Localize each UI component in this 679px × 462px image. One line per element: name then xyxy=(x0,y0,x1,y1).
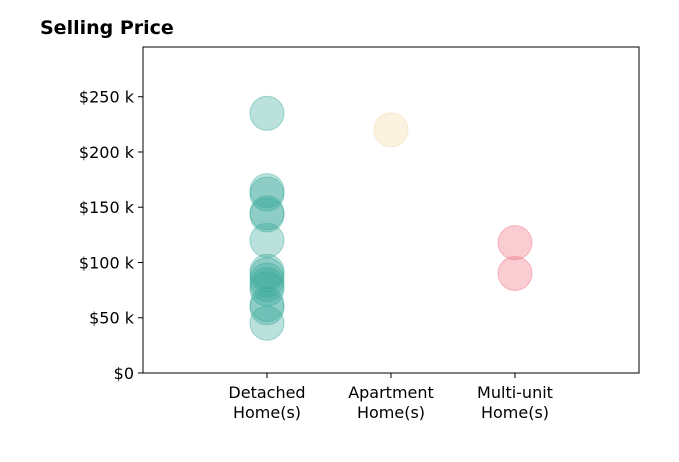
data-point xyxy=(497,256,533,292)
y-tick-label: $200 k xyxy=(79,143,135,162)
data-points-layer xyxy=(249,95,533,341)
y-tick-label: $0 xyxy=(114,364,134,383)
data-point xyxy=(249,95,285,131)
data-point xyxy=(373,112,409,148)
plot-frame xyxy=(142,46,640,374)
data-point xyxy=(249,176,285,212)
chart-title: Selling Price xyxy=(40,17,174,39)
data-point xyxy=(249,290,285,326)
data-point xyxy=(249,195,285,231)
y-axis: $0 $50 k $100 k $150 k $200 k $250 k xyxy=(79,88,143,383)
data-point xyxy=(249,262,285,298)
y-tick-label: $50 k xyxy=(89,309,135,328)
data-point xyxy=(249,197,285,233)
y-tick-label: $250 k xyxy=(79,88,135,107)
y-tick-label: $150 k xyxy=(79,198,135,217)
data-point xyxy=(249,253,285,289)
x-axis: Detached Home(s) Apartment Home(s) Multi-uni… xyxy=(228,373,553,422)
data-point xyxy=(249,305,285,341)
data-point xyxy=(249,173,285,209)
data-point xyxy=(249,267,285,303)
x-tick-label: Detached Home(s) xyxy=(228,383,305,422)
data-point xyxy=(249,257,285,293)
data-point xyxy=(249,286,285,322)
y-tick-label: $100 k xyxy=(79,253,135,272)
x-tick-label: Apartment Home(s) xyxy=(348,383,434,422)
data-point xyxy=(497,225,533,261)
data-point xyxy=(249,271,285,307)
x-tick-label: Multi-unit Home(s) xyxy=(477,383,553,422)
data-point xyxy=(249,222,285,258)
